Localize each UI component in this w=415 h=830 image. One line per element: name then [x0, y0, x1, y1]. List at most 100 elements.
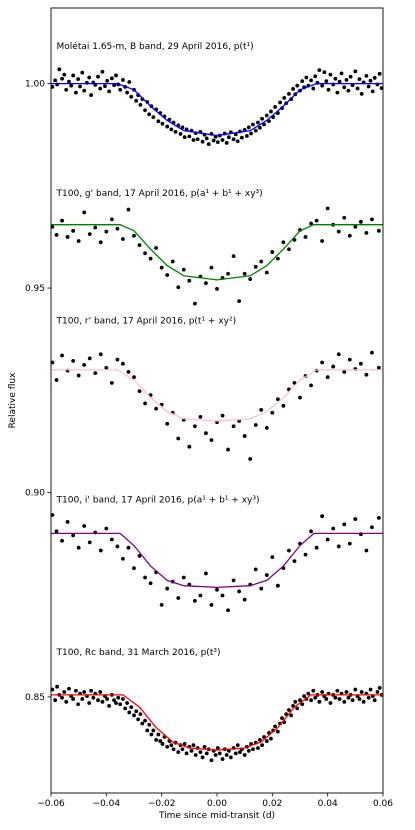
data-point	[176, 436, 181, 441]
data-point	[324, 79, 329, 84]
data-point	[336, 229, 341, 234]
data-point	[60, 353, 64, 358]
data-point	[64, 87, 69, 92]
data-point	[204, 281, 208, 286]
data-point	[143, 108, 147, 113]
data-point	[74, 90, 78, 95]
data-point	[96, 698, 100, 703]
data-point	[231, 137, 236, 142]
data-point	[132, 233, 136, 238]
data-point	[325, 537, 330, 542]
data-point	[298, 698, 302, 703]
data-point	[353, 687, 358, 692]
data-point	[264, 113, 269, 118]
data-point	[359, 690, 364, 694]
data-point	[372, 698, 377, 703]
data-point	[53, 698, 58, 703]
data-point	[370, 217, 374, 222]
data-point	[206, 142, 211, 147]
data-point	[64, 699, 69, 704]
data-point	[237, 299, 242, 304]
data-point	[116, 695, 121, 700]
data-point	[187, 444, 192, 449]
data-point	[82, 690, 87, 694]
y-axis-ticks: 0.85 0.90 0.95 1.00	[25, 80, 51, 703]
data-point	[171, 747, 176, 752]
data-point	[262, 122, 266, 127]
data-point	[337, 697, 342, 701]
data-point	[198, 750, 203, 755]
data-point	[317, 699, 322, 704]
data-point	[215, 140, 220, 145]
data-point	[151, 115, 156, 120]
data-point	[148, 256, 153, 261]
data-point	[353, 224, 358, 229]
data-point	[217, 751, 222, 756]
light-curve-series	[50, 684, 384, 763]
data-point	[280, 716, 284, 721]
data-point	[89, 93, 94, 97]
data-point	[251, 122, 255, 127]
data-point	[366, 84, 371, 89]
data-point	[127, 710, 132, 715]
data-point	[347, 233, 352, 238]
data-point	[224, 753, 229, 757]
data-point	[109, 217, 114, 222]
data-point	[62, 690, 67, 694]
data-point	[100, 69, 105, 74]
data-point	[377, 71, 382, 76]
data-point	[204, 751, 209, 756]
data-point	[282, 96, 287, 100]
data-point	[231, 578, 236, 583]
data-point	[76, 702, 81, 707]
series-layer	[50, 67, 384, 763]
data-point	[359, 91, 364, 96]
data-point	[127, 80, 132, 84]
data-point	[154, 406, 159, 411]
data-point	[209, 758, 214, 763]
data-point	[191, 138, 196, 142]
data-point	[353, 69, 358, 74]
data-point	[273, 105, 277, 109]
data-point	[148, 581, 153, 586]
data-point	[293, 699, 298, 704]
data-point	[342, 215, 347, 220]
data-point	[333, 695, 338, 700]
data-point	[376, 228, 381, 233]
data-point	[357, 697, 362, 701]
data-point	[87, 701, 92, 705]
data-point	[180, 747, 185, 752]
data-point	[270, 555, 275, 559]
data-point	[154, 737, 159, 742]
x-tick-label: 0.06	[373, 799, 393, 809]
data-point	[314, 218, 319, 223]
data-point	[71, 358, 76, 363]
data-point	[132, 713, 136, 718]
data-point	[112, 83, 116, 88]
data-point	[256, 120, 260, 125]
data-point	[251, 747, 255, 752]
data-point	[303, 552, 308, 557]
data-point	[132, 375, 136, 380]
data-point	[325, 375, 330, 380]
data-point	[226, 447, 230, 452]
data-point	[76, 373, 81, 378]
light-curve-series	[50, 206, 383, 306]
data-point	[178, 132, 183, 136]
data-point	[253, 567, 258, 572]
data-point	[375, 690, 380, 694]
data-point	[158, 739, 163, 743]
data-point	[370, 89, 375, 94]
data-point	[253, 264, 258, 269]
data-point	[80, 697, 85, 701]
data-point	[320, 690, 325, 694]
data-point	[170, 259, 175, 264]
x-tick-label: −0.04	[93, 799, 121, 809]
data-point	[364, 73, 369, 78]
data-point	[176, 596, 181, 600]
data-point	[275, 397, 280, 402]
data-point	[344, 690, 349, 694]
data-point	[169, 127, 174, 132]
data-point	[364, 372, 369, 377]
data-point	[326, 87, 331, 92]
